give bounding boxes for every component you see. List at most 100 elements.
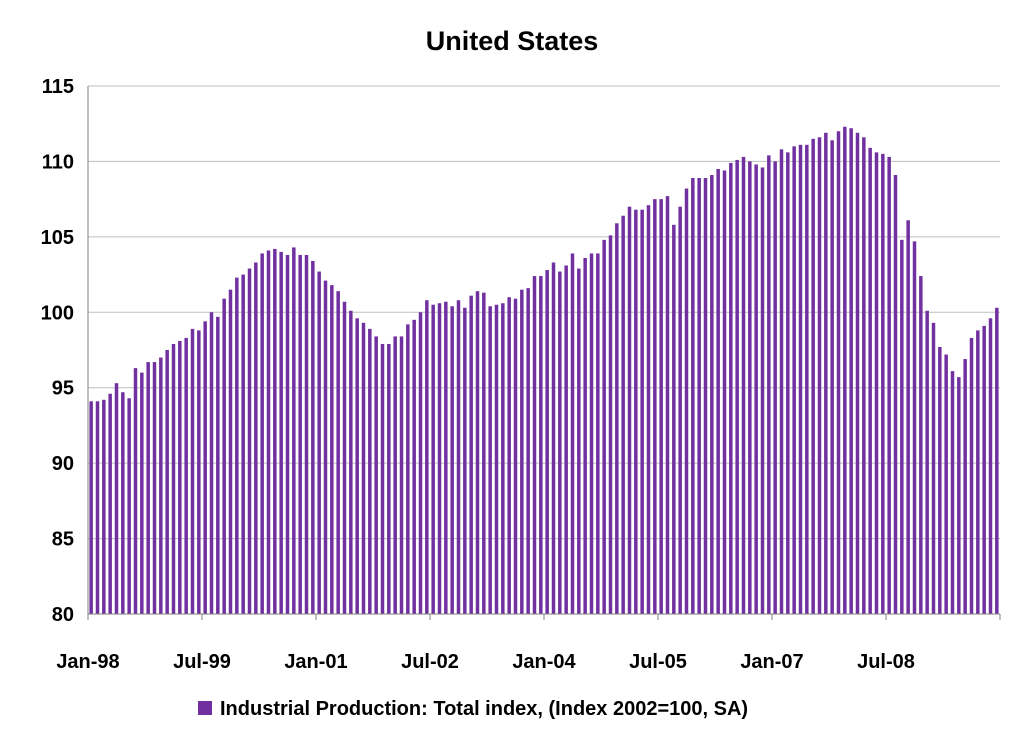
- y-tick-label: 100: [41, 302, 74, 324]
- bar: [285, 254, 290, 614]
- bar: [526, 288, 530, 614]
- bar: [963, 359, 967, 614]
- bar: [760, 167, 765, 614]
- bar: [640, 209, 644, 614]
- x-tick-label: Jan-07: [740, 651, 803, 673]
- bar: [786, 152, 790, 614]
- bar: [355, 318, 359, 614]
- bar: [589, 253, 594, 614]
- bar: [817, 137, 822, 615]
- x-axis-tick-labels: Jan-98 Jul-99 Jan-01 Jul-02 Jan-04 Jul-05 Jan-…: [56, 651, 915, 673]
- bar: [824, 132, 828, 614]
- bar: [653, 199, 657, 614]
- bar: [988, 318, 993, 614]
- bar: [621, 215, 625, 615]
- bar: [203, 321, 207, 614]
- bar: [830, 140, 834, 614]
- x-tick-label: Jul-02: [401, 651, 459, 673]
- y-tick-label: 85: [52, 529, 74, 551]
- bar: [741, 156, 746, 614]
- bar: [241, 274, 245, 614]
- x-tick-label: Jan-04: [512, 651, 576, 673]
- bar: [931, 322, 936, 614]
- bar: [672, 224, 676, 615]
- bar: [444, 301, 448, 614]
- bar: [140, 372, 144, 614]
- bar: [114, 383, 119, 614]
- y-tick-label: 105: [41, 227, 74, 249]
- y-tick-label: 115: [42, 76, 74, 98]
- bar: [558, 271, 562, 614]
- bar: [811, 138, 815, 615]
- y-axis-tick-labels: 80 85 90 95 100 105 110 115: [41, 76, 74, 626]
- bar: [513, 298, 518, 614]
- bar: [887, 156, 891, 614]
- x-tick-label: Jul-99: [173, 651, 231, 673]
- bar: [133, 368, 138, 614]
- y-tick-label: 90: [52, 453, 74, 475]
- bar: [532, 276, 537, 614]
- bar: [349, 310, 353, 614]
- bar: [982, 325, 986, 614]
- bar: [697, 178, 701, 614]
- bar: [418, 312, 423, 614]
- bar: [342, 301, 347, 614]
- bar: [583, 257, 587, 614]
- axes: [87, 86, 1001, 620]
- bar: [906, 220, 910, 614]
- bar: [919, 276, 923, 614]
- bar-series: [89, 126, 999, 615]
- bar: [266, 250, 271, 614]
- bar: [691, 178, 695, 614]
- x-tick-label: Jul-05: [629, 651, 687, 673]
- bar: [273, 248, 277, 614]
- bar: [564, 265, 568, 614]
- bar: [399, 336, 404, 614]
- bar: [678, 206, 682, 614]
- bar: [596, 253, 600, 614]
- y-tick-label: 95: [52, 378, 74, 400]
- bar: [925, 310, 929, 614]
- bar: [368, 328, 372, 614]
- bar: [235, 277, 239, 614]
- bar: [710, 175, 714, 614]
- bar: [254, 262, 258, 614]
- x-tick-label: Jul-08: [857, 651, 915, 673]
- bar: [779, 149, 784, 615]
- bar: [361, 322, 366, 614]
- bar: [501, 303, 505, 614]
- bar: [950, 371, 955, 614]
- bar: [615, 223, 619, 614]
- bar: [95, 401, 100, 614]
- y-tick-label: 80: [52, 604, 74, 626]
- bar: [127, 398, 131, 614]
- bar: [292, 247, 296, 615]
- bar: [659, 199, 663, 614]
- bar: [798, 144, 803, 614]
- bar: [976, 330, 980, 614]
- bar: [387, 343, 391, 614]
- bar: [703, 178, 708, 614]
- bar: [159, 357, 163, 614]
- bar: [463, 307, 467, 614]
- bar: [969, 337, 974, 614]
- bar: [311, 260, 315, 614]
- bar: [412, 319, 416, 614]
- bar: [450, 306, 454, 614]
- bar: [748, 161, 752, 614]
- bar: [152, 362, 157, 614]
- bar: [665, 196, 670, 614]
- bar: [228, 289, 233, 614]
- bar: [944, 354, 948, 614]
- bar: [855, 132, 860, 614]
- bar: [577, 268, 581, 614]
- bar: [773, 161, 777, 614]
- bar: [551, 262, 556, 614]
- legend: Industrial Production: Total index, (Ind…: [198, 698, 748, 720]
- bar: [336, 291, 340, 614]
- bar: [222, 298, 226, 614]
- y-tick-label: 110: [42, 151, 74, 173]
- bar: [862, 137, 866, 615]
- bar: [754, 164, 758, 614]
- bar: [507, 297, 511, 614]
